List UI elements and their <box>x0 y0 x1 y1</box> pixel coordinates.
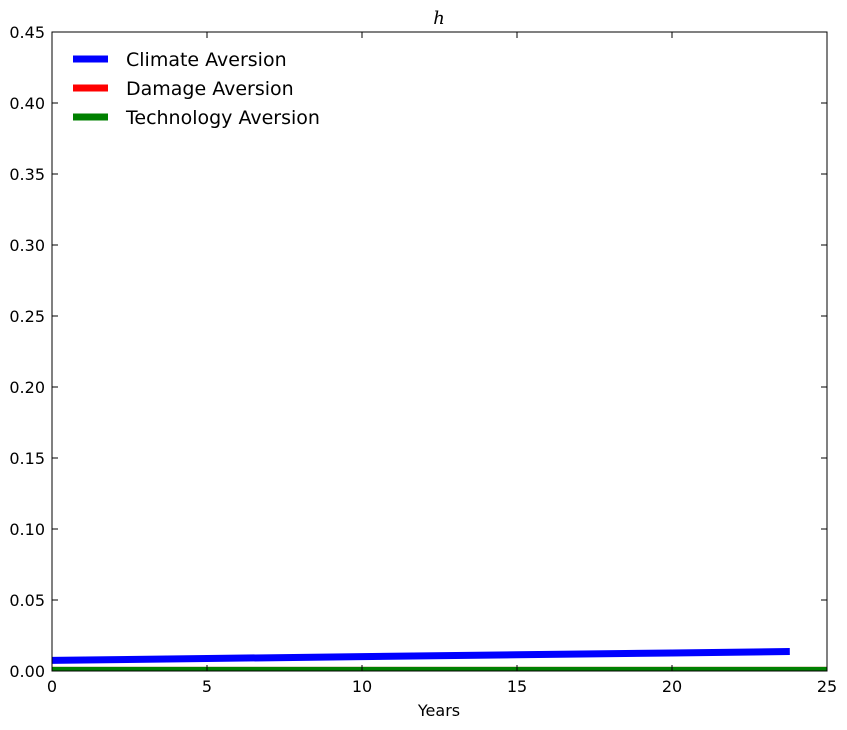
y-tick-label: 0.25 <box>9 307 45 326</box>
legend-label-technology-aversion: Technology Aversion <box>125 107 320 129</box>
y-tick-label: 0.20 <box>9 378 45 397</box>
series-line-climate-aversion <box>52 648 790 664</box>
y-tick-label: 0.00 <box>9 662 45 681</box>
y-tick-label: 0.15 <box>9 449 45 468</box>
y-tick-label: 0.35 <box>9 165 45 184</box>
y-tick-label: 0.30 <box>9 236 45 255</box>
x-tick-label: 20 <box>662 677 682 696</box>
plot-frame <box>51 31 828 672</box>
x-tick-label: 15 <box>507 677 527 696</box>
x-tick-label: 5 <box>202 677 212 696</box>
x-tick-label: 25 <box>817 677 837 696</box>
legend-label-climate-aversion: Climate Aversion <box>126 49 287 71</box>
y-tick-label: 0.10 <box>9 520 45 539</box>
legend-label-damage-aversion: Damage Aversion <box>126 78 294 100</box>
axis-layer: 0 5 10 15 20 25 0.00 0.05 0.10 0.15 0.20 0.25 0.30 0.… <box>9 23 837 696</box>
series-layer <box>52 648 827 671</box>
y-tick-label: 0.05 <box>9 591 45 610</box>
chart-title: h <box>433 8 445 29</box>
x-tick-label: 0 <box>47 677 57 696</box>
x-tick-label: 10 <box>352 677 372 696</box>
legend: Climate Aversion Damage Aversion Technolog… <box>73 49 320 129</box>
x-axis-title: Years <box>417 701 460 720</box>
y-tick-label: 0.45 <box>9 23 45 42</box>
y-tick-label: 0.40 <box>9 94 45 113</box>
